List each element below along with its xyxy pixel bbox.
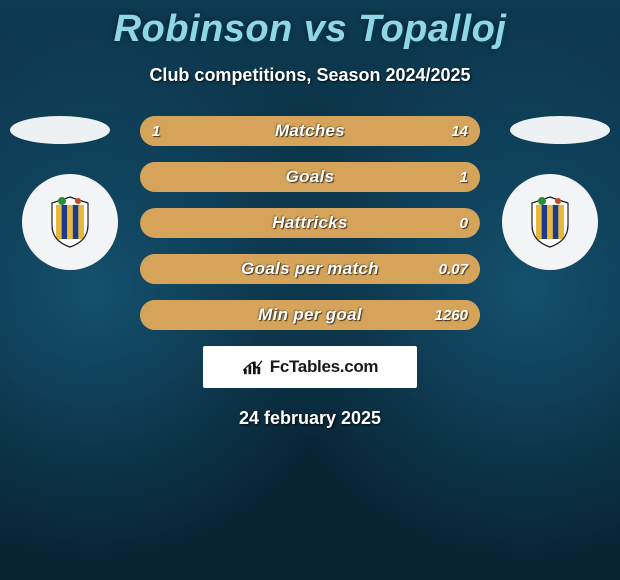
brand-badge: FcTables.com [203, 346, 417, 388]
bar-label: Min per goal [140, 300, 480, 330]
bar-label: Matches [140, 116, 480, 146]
stat-bar: 114Matches [140, 116, 480, 146]
stat-bars: 114Matches 1Goals 0Hattricks 0.07Goals per … [140, 116, 480, 330]
bar-chart-icon [242, 358, 264, 376]
shield-icon [48, 195, 92, 249]
stat-bar: 0Hattricks [140, 208, 480, 238]
page-title: Robinson vs Topalloj [0, 0, 620, 51]
bar-label: Goals [140, 162, 480, 192]
player-oval-right [510, 116, 610, 144]
stat-bar: 0.07Goals per match [140, 254, 480, 284]
brand-text: FcTables.com [270, 357, 379, 377]
stat-bar: 1260Min per goal [140, 300, 480, 330]
stat-bar: 1Goals [140, 162, 480, 192]
club-crest-right [502, 174, 598, 270]
bar-label: Hattricks [140, 208, 480, 238]
subtitle: Club competitions, Season 2024/2025 [0, 65, 620, 86]
bar-label: Goals per match [140, 254, 480, 284]
club-crest-left [22, 174, 118, 270]
player-oval-left [10, 116, 110, 144]
shield-icon [528, 195, 572, 249]
comparison-panel: 114Matches 1Goals 0Hattricks 0.07Goals per … [0, 116, 620, 429]
date-text: 24 february 2025 [0, 408, 620, 429]
